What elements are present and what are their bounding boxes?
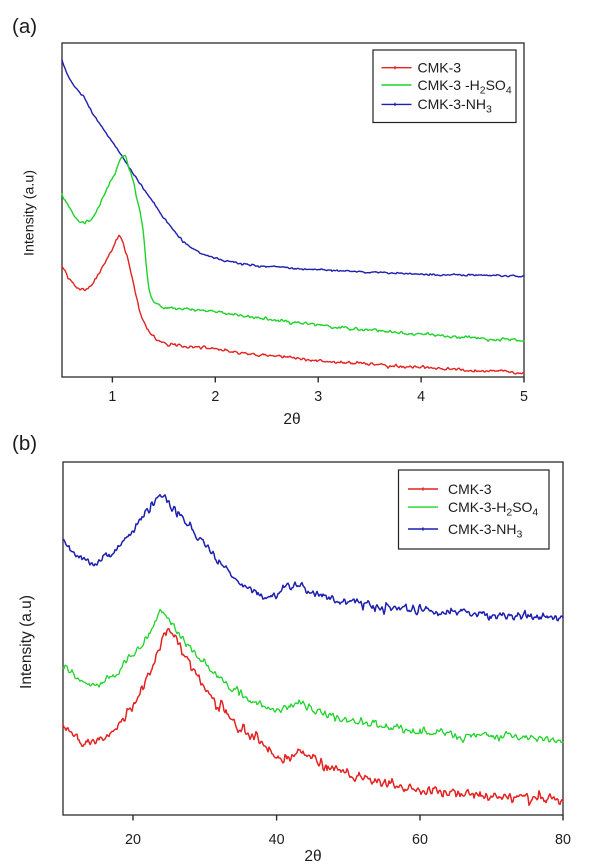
svg-text:CMK-3: CMK-3 xyxy=(448,481,492,497)
svg-text:2θ: 2θ xyxy=(304,848,321,864)
svg-text:Intensity (a.u): Intensity (a.u) xyxy=(22,170,38,256)
svg-text:(a): (a) xyxy=(12,15,37,38)
svg-text:CMK-3: CMK-3 xyxy=(418,60,462,76)
svg-text:4: 4 xyxy=(417,389,425,405)
svg-text:20: 20 xyxy=(125,832,141,848)
svg-text:80: 80 xyxy=(555,832,571,848)
svg-text:5: 5 xyxy=(520,389,528,405)
svg-text:(b): (b) xyxy=(12,432,37,455)
svg-text:40: 40 xyxy=(269,832,285,848)
svg-text:CMK-3 -H2SO4: CMK-3 -H2SO4 xyxy=(418,77,512,97)
svg-text:Intensity (a.u): Intensity (a.u) xyxy=(18,595,35,689)
svg-text:60: 60 xyxy=(412,832,428,848)
svg-text:1: 1 xyxy=(108,389,116,405)
svg-text:2: 2 xyxy=(211,389,219,405)
svg-text:CMK-3-NH3: CMK-3-NH3 xyxy=(418,96,492,116)
svg-text:CMK-3-H2SO4: CMK-3-H2SO4 xyxy=(448,499,538,519)
svg-text:3: 3 xyxy=(314,389,322,405)
svg-text:2θ: 2θ xyxy=(283,411,300,428)
svg-text:CMK-3-NH3: CMK-3-NH3 xyxy=(448,521,522,541)
